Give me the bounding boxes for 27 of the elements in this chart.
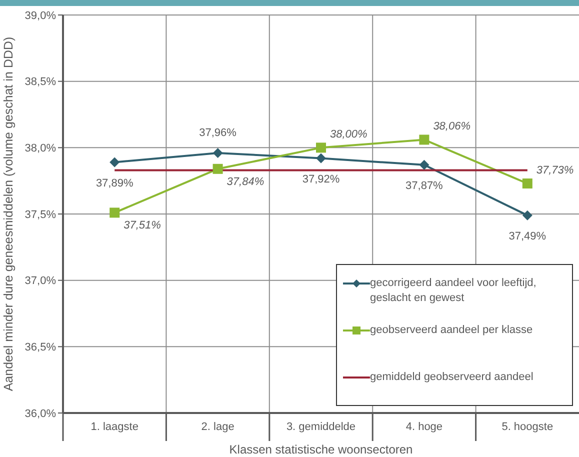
legend-label: gemiddeld geobserveerd aandeel: [370, 370, 534, 385]
y-tick-label: 38,5%: [24, 76, 56, 88]
y-tick-label: 37,5%: [24, 208, 56, 221]
data-label: 37,84%: [226, 176, 264, 188]
legend-label: gecorrigeerd aandeel voor leeftijd, geslacht en gewest: [370, 276, 538, 306]
y-tick-label: 37,0%: [24, 275, 56, 288]
y-tick-label: 36,0%: [24, 408, 56, 420]
y-tick-label: 39,0%: [24, 10, 56, 22]
data-label: 38,00%: [330, 128, 368, 141]
data-label: 37,51%: [124, 220, 162, 232]
x-axis-title: Klassen statistische woonsectoren: [229, 442, 413, 457]
data-label: 37,73%: [536, 164, 574, 176]
data-label: 37,49%: [508, 230, 546, 242]
x-tick-label: 5. hoogste: [502, 421, 554, 433]
x-tick-label: 4. hoge: [406, 421, 443, 433]
data-label: 37,96%: [199, 126, 237, 139]
x-tick-label: 1. laagste: [90, 421, 138, 433]
data-label: 37,92%: [302, 173, 340, 186]
data-label: 38,06%: [433, 120, 471, 133]
y-axis-title: Aandeel minder dure geneesmiddelen (volume geschat in DDD): [1, 36, 16, 392]
data-label: 37,89%: [96, 177, 134, 190]
x-tick-label: 2. lage: [201, 421, 234, 433]
x-tick-label: 3. gemiddelde: [286, 421, 356, 433]
y-tick-label: 38,0%: [24, 142, 56, 155]
data-label: 37,87%: [406, 180, 444, 192]
legend-label: geobserveerd aandeel per klasse: [370, 323, 533, 338]
y-tick-label: 36,5%: [24, 342, 56, 354]
